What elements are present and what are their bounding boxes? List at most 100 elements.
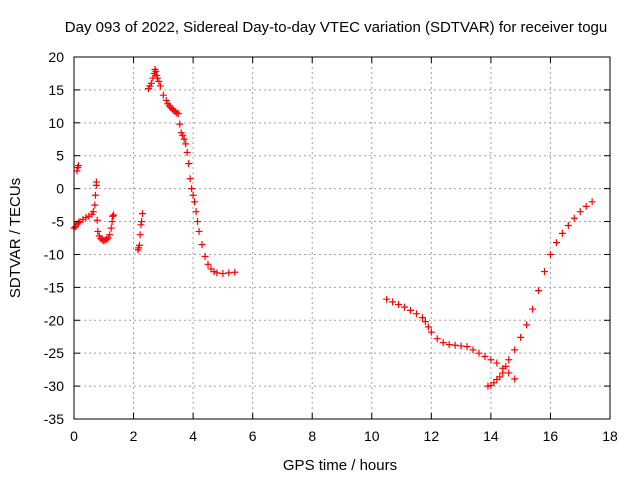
data-point <box>188 185 196 193</box>
y-tick-label: 10 <box>48 115 64 131</box>
data-point <box>502 362 510 370</box>
data-point <box>490 379 498 387</box>
data-point <box>104 234 112 242</box>
data-point <box>552 239 560 247</box>
y-axis-label: SDTVAR / TECUs <box>7 178 24 298</box>
series-early-b <box>92 178 118 245</box>
data-point <box>484 382 492 390</box>
data-point <box>401 303 409 311</box>
x-axis-label: GPS time / hours <box>283 457 397 474</box>
data-point <box>523 321 531 329</box>
data-point <box>195 227 203 235</box>
data-point <box>201 252 209 260</box>
data-point <box>152 67 160 75</box>
y-tick-label: -30 <box>44 378 64 394</box>
data-point <box>92 178 100 186</box>
data-point <box>180 135 188 143</box>
data-point <box>182 140 190 148</box>
data-point <box>94 227 102 235</box>
data-point <box>82 214 90 222</box>
data-point <box>74 162 82 170</box>
data-point <box>136 241 144 249</box>
data-point <box>389 298 397 306</box>
data-point <box>198 241 206 249</box>
data-point <box>93 216 101 224</box>
series-morning <box>144 66 239 278</box>
data-point <box>511 375 519 383</box>
data-point <box>191 198 199 206</box>
plot-frame <box>73 56 611 420</box>
axis-ticks: 0 2 4 6 8 10 12 14 16 18 -35 -30 -25 -20 -15 -10 -5 0 5 10 1… <box>44 49 618 444</box>
y-tick-label: -20 <box>44 312 64 328</box>
data-point <box>469 346 477 354</box>
data-point <box>204 260 212 268</box>
x-tick-label: 12 <box>424 428 440 444</box>
data-point <box>481 352 489 360</box>
data-point <box>183 148 191 156</box>
data-point <box>189 191 197 199</box>
data-point <box>588 198 596 206</box>
data-point <box>106 231 114 239</box>
y-tick-label: 0 <box>56 181 64 197</box>
x-tick-label: 0 <box>70 428 78 444</box>
data-point <box>445 341 453 349</box>
data-point <box>159 91 167 99</box>
data-point <box>451 341 459 349</box>
y-tick-label: 20 <box>48 49 64 65</box>
x-tick-label: 18 <box>602 428 618 444</box>
data-point <box>421 318 429 326</box>
series-early-spike <box>73 162 82 175</box>
x-tick-label: 10 <box>364 428 380 444</box>
data-point <box>156 82 164 90</box>
data-point <box>174 110 182 118</box>
data-point <box>194 218 202 226</box>
data-point <box>89 208 97 216</box>
data-point <box>499 369 507 377</box>
data-point <box>540 268 548 276</box>
data-point <box>110 211 118 219</box>
series-evening <box>484 198 596 390</box>
x-tick-label: 16 <box>543 428 559 444</box>
data-point <box>231 268 239 276</box>
data-point <box>395 300 403 308</box>
data-point <box>179 131 187 139</box>
data-points <box>70 66 596 390</box>
data-point <box>505 369 513 377</box>
data-point <box>74 219 82 227</box>
data-point <box>186 175 194 183</box>
x-tick-label: 4 <box>189 428 197 444</box>
data-point <box>100 237 108 245</box>
chart-title: Day 093 of 2022, Sidereal Day-to-day VTE… <box>65 19 607 36</box>
data-point <box>176 120 184 128</box>
data-point <box>219 270 227 278</box>
data-point <box>529 305 537 313</box>
data-point <box>424 323 432 331</box>
y-tick-label: -25 <box>44 345 64 361</box>
y-tick-label: -15 <box>44 279 64 295</box>
data-point <box>463 343 471 351</box>
data-point <box>138 218 146 226</box>
data-point <box>225 269 233 277</box>
x-tick-label: 6 <box>249 428 257 444</box>
data-point <box>412 310 420 318</box>
data-point <box>576 208 584 216</box>
data-point <box>173 109 181 117</box>
x-tick-label: 8 <box>308 428 316 444</box>
y-tick-label: 15 <box>48 82 64 98</box>
data-point <box>147 79 155 87</box>
y-tick-label: 5 <box>56 148 64 164</box>
data-point <box>91 191 99 199</box>
data-point <box>406 306 414 314</box>
data-point <box>558 229 566 237</box>
data-point <box>107 224 115 232</box>
x-tick-label: 2 <box>130 428 138 444</box>
data-point <box>505 356 513 364</box>
data-point <box>517 333 525 341</box>
data-point <box>475 349 483 357</box>
data-point <box>210 268 218 276</box>
x-tick-label: 14 <box>483 428 499 444</box>
data-point <box>439 339 447 347</box>
data-point <box>511 346 519 354</box>
